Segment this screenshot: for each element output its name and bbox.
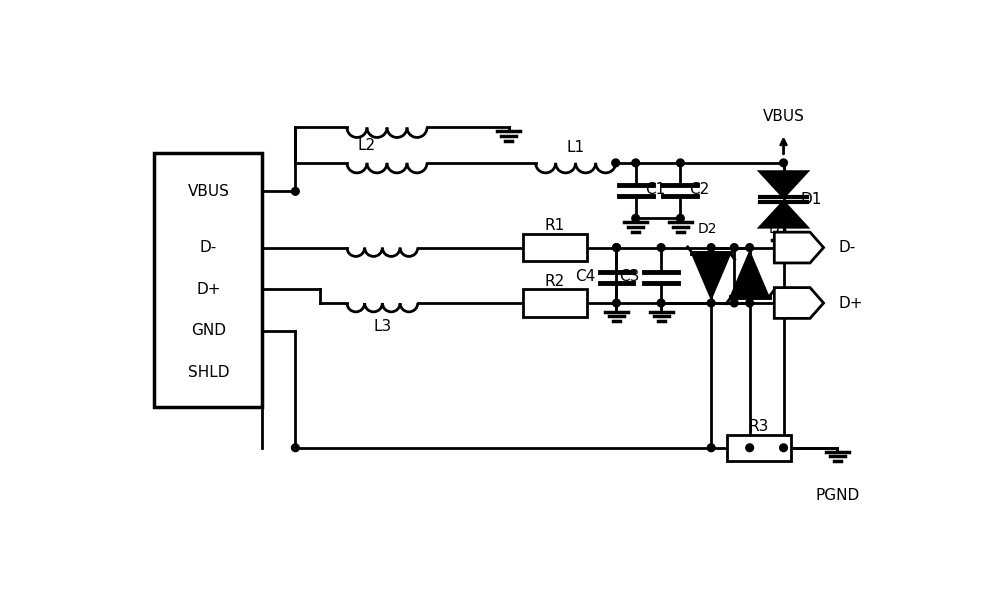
Circle shape xyxy=(677,159,684,167)
Bar xyxy=(523,234,587,262)
Text: D-: D- xyxy=(839,240,856,255)
Circle shape xyxy=(746,299,754,307)
Text: D3: D3 xyxy=(769,222,788,236)
Text: C3: C3 xyxy=(619,269,640,284)
Circle shape xyxy=(730,244,738,251)
Circle shape xyxy=(657,299,665,307)
Circle shape xyxy=(780,159,787,167)
Circle shape xyxy=(292,444,299,452)
Text: R1: R1 xyxy=(545,218,565,233)
Circle shape xyxy=(746,244,754,251)
Text: D-: D- xyxy=(200,240,217,255)
Circle shape xyxy=(707,244,715,251)
Polygon shape xyxy=(774,287,824,319)
Text: VBUS: VBUS xyxy=(187,184,229,199)
Text: VBUS: VBUS xyxy=(763,109,804,124)
Text: L2: L2 xyxy=(357,137,375,152)
Text: C1: C1 xyxy=(645,182,665,197)
Circle shape xyxy=(632,214,640,222)
Circle shape xyxy=(746,444,754,452)
Text: D1: D1 xyxy=(800,192,822,207)
Text: GND: GND xyxy=(191,323,226,338)
Text: R2: R2 xyxy=(545,274,565,289)
Polygon shape xyxy=(760,202,807,227)
Text: L1: L1 xyxy=(567,140,585,155)
Text: D+: D+ xyxy=(196,281,221,296)
Circle shape xyxy=(707,444,715,452)
Circle shape xyxy=(613,244,620,251)
Circle shape xyxy=(632,159,640,167)
Polygon shape xyxy=(731,253,769,298)
Polygon shape xyxy=(692,253,730,298)
Text: C2: C2 xyxy=(690,182,710,197)
Circle shape xyxy=(730,299,738,307)
Bar xyxy=(523,289,587,317)
Circle shape xyxy=(612,159,620,167)
Text: PGND: PGND xyxy=(815,488,860,503)
Circle shape xyxy=(657,244,665,251)
Text: D2: D2 xyxy=(698,222,717,236)
Circle shape xyxy=(677,214,684,222)
Circle shape xyxy=(613,244,620,251)
Text: SHLD: SHLD xyxy=(188,365,229,380)
Text: R3: R3 xyxy=(749,419,769,434)
Text: L3: L3 xyxy=(373,319,391,334)
Bar xyxy=(727,434,791,461)
Circle shape xyxy=(780,444,787,452)
Text: D+: D+ xyxy=(839,295,863,311)
Text: C4: C4 xyxy=(575,269,595,284)
Circle shape xyxy=(292,187,299,195)
Polygon shape xyxy=(760,172,807,197)
Circle shape xyxy=(613,299,620,307)
Circle shape xyxy=(707,299,715,307)
Bar xyxy=(154,153,262,407)
Polygon shape xyxy=(774,232,824,263)
